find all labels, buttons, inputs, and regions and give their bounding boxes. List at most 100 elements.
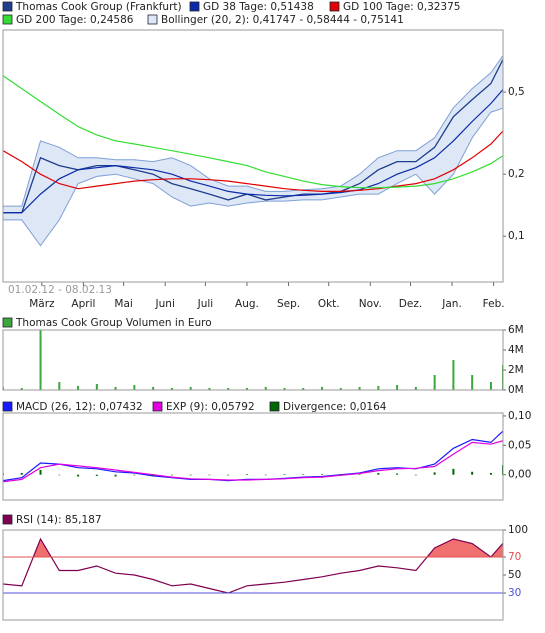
legend-label: Thomas Cook Group Volumen in Euro — [15, 317, 212, 329]
legend-swatch — [269, 401, 280, 412]
bar — [95, 474, 98, 476]
y-tick-label: 0,5 — [508, 86, 525, 98]
bar — [489, 382, 492, 390]
x-tick-label: Mai — [114, 298, 132, 310]
bar — [339, 388, 342, 390]
x-tick-label: Dez. — [399, 298, 422, 310]
legend-label: Bollinger (20, 2): 0,41747 - 0,58444 - 0… — [161, 14, 404, 26]
line — [3, 537, 503, 594]
y-tick-label: 2M — [508, 364, 524, 376]
y-tick-label: 0,10 — [508, 410, 531, 422]
legend-swatch — [2, 401, 13, 412]
legend-swatch — [147, 14, 158, 25]
bar — [283, 474, 286, 475]
y-tick-label: 0,1 — [508, 230, 525, 242]
legend-swatch — [189, 1, 200, 12]
bar — [245, 388, 248, 390]
bar — [77, 474, 80, 477]
y-tick-label: 70 — [508, 551, 521, 563]
bar — [208, 474, 211, 476]
bar — [170, 474, 173, 476]
bar — [302, 474, 305, 475]
bar — [396, 385, 399, 390]
plot-frame — [2, 29, 504, 283]
bar — [358, 387, 361, 390]
legend-swatch — [2, 1, 13, 12]
bollinger-band — [3, 55, 503, 246]
y-tick-label: 6M — [508, 324, 524, 336]
bar — [114, 387, 117, 390]
legend-swatch — [329, 1, 340, 12]
bar — [433, 472, 436, 475]
bar — [133, 474, 136, 476]
x-tick-label: März — [29, 298, 55, 310]
plot-frame — [2, 529, 504, 621]
legend-label: GD 200 Tage: 0,24586 — [16, 14, 134, 26]
bar — [414, 387, 417, 390]
legend-label: Divergence: 0,0164 — [283, 401, 387, 413]
x-tick-label: Aug. — [235, 298, 259, 310]
bar — [133, 385, 136, 390]
date-range: 01.02.12 - 08.02.13 — [8, 284, 112, 296]
bar — [396, 473, 399, 475]
plot-area — [3, 330, 503, 390]
x-tick-label: Okt. — [318, 298, 340, 310]
line — [3, 89, 503, 214]
bar — [283, 388, 286, 390]
bar — [302, 388, 305, 390]
y-tick-label: 0,2 — [508, 168, 525, 180]
bar — [264, 474, 267, 476]
bar — [77, 386, 80, 390]
legend-swatch — [152, 401, 163, 412]
bar — [377, 472, 380, 475]
legend-label: Thomas Cook Group (Frankfurt) — [15, 1, 182, 13]
bar — [245, 474, 248, 475]
bar — [170, 388, 173, 390]
x-tick-label: Feb. — [483, 298, 505, 310]
bar — [414, 474, 417, 476]
legend-swatch — [2, 14, 13, 25]
y-tick-label: 30 — [508, 587, 521, 599]
bar — [489, 472, 492, 475]
x-tick-label: Jan. — [441, 298, 462, 310]
bar — [58, 474, 61, 476]
plot-frame — [2, 412, 504, 501]
x-tick-label: Nov. — [359, 298, 382, 310]
y-tick-label: 0,05 — [508, 439, 531, 451]
bar — [114, 474, 117, 477]
legend-label: RSI (14): 85,187 — [16, 514, 102, 526]
legend-label: MACD (26, 12): 0,07432 — [16, 401, 143, 413]
bar — [152, 387, 155, 390]
bollinger-upper — [3, 55, 503, 207]
bar — [189, 387, 192, 390]
line — [3, 75, 503, 189]
plot-area — [3, 537, 503, 594]
bar — [58, 382, 61, 390]
line — [3, 59, 503, 214]
plot-frame — [2, 329, 504, 391]
bar — [452, 468, 455, 475]
legend-label: GD 38 Tage: 0,51438 — [203, 1, 314, 13]
line — [3, 440, 503, 483]
bar — [452, 360, 455, 390]
y-tick-label: 4M — [508, 344, 524, 356]
bar — [20, 388, 23, 390]
y-tick-label: 0,00 — [508, 469, 531, 481]
bollinger-lower — [3, 107, 503, 247]
bar — [433, 375, 436, 390]
bar — [358, 474, 361, 475]
bar — [321, 474, 324, 475]
bar — [39, 330, 42, 390]
bar — [20, 472, 23, 475]
bar — [189, 474, 192, 476]
bar — [471, 375, 474, 390]
bar — [339, 474, 342, 475]
x-tick-label: Juni — [155, 298, 175, 310]
line — [3, 130, 503, 192]
legend-swatch — [2, 317, 13, 328]
legend-label: EXP (9): 0,05792 — [166, 401, 255, 413]
y-tick-label: 0M — [508, 384, 524, 396]
bar — [95, 384, 98, 390]
overbought-area — [3, 539, 503, 557]
